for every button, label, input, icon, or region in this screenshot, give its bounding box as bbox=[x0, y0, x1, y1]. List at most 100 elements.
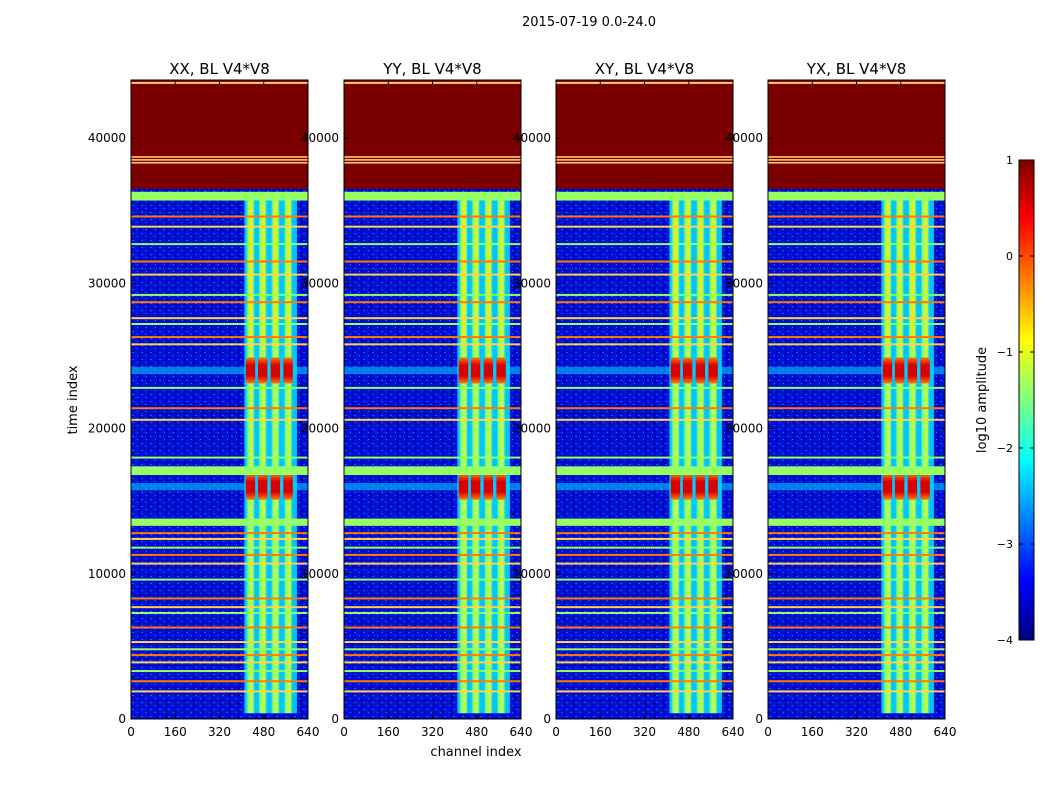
flag-band-tertiary bbox=[344, 518, 521, 526]
flag-line bbox=[768, 322, 945, 325]
flag-line bbox=[556, 273, 733, 276]
flag-line bbox=[768, 626, 945, 629]
saturated-block bbox=[556, 80, 733, 189]
colorbar-tick-label: 0 bbox=[1006, 250, 1013, 263]
flag-line bbox=[131, 273, 308, 276]
heatmap-body bbox=[768, 80, 945, 719]
y-tick-label: 40000 bbox=[513, 131, 551, 145]
flag-line bbox=[556, 317, 733, 320]
flag-line bbox=[768, 578, 945, 581]
flag-line bbox=[344, 690, 521, 693]
y-tick-label: 20000 bbox=[301, 422, 339, 436]
flag-line bbox=[344, 553, 521, 556]
flag-band-primary bbox=[344, 191, 521, 201]
flag-band-tertiary bbox=[768, 518, 945, 526]
saturated-flag-line bbox=[344, 161, 521, 164]
panel-xy: XY, BL V4*V8 0 160 320 480 640 0 10000 20000 3000… bbox=[513, 60, 745, 739]
flag-line bbox=[131, 690, 308, 693]
flag-line bbox=[768, 654, 945, 657]
strip-high-amplitude bbox=[486, 203, 491, 342]
flag-line bbox=[556, 215, 733, 218]
flag-line bbox=[768, 418, 945, 421]
colorbar: 1 0 −1 −2 −3 −4 log10 amplitude bbox=[975, 154, 1035, 647]
flag-line bbox=[344, 670, 521, 673]
flag-line bbox=[768, 690, 945, 693]
colorbar-gradient bbox=[1018, 159, 1035, 641]
flag-line bbox=[131, 322, 308, 325]
flag-line bbox=[131, 225, 308, 228]
colorbar-tick-label: −4 bbox=[997, 634, 1013, 647]
strip-high-amplitude bbox=[273, 203, 278, 342]
flag-line bbox=[131, 418, 308, 421]
heatmap-body bbox=[556, 80, 733, 719]
x-tick-label: 640 bbox=[934, 725, 957, 739]
x-tick-label: 160 bbox=[164, 725, 187, 739]
flag-line bbox=[768, 456, 945, 459]
flag-line bbox=[344, 260, 521, 263]
flag-line bbox=[344, 293, 521, 296]
flag-line bbox=[556, 243, 733, 246]
y-tick-label: 40000 bbox=[301, 131, 339, 145]
flag-line bbox=[768, 260, 945, 263]
hot-block bbox=[270, 357, 281, 384]
leakage-ribbon bbox=[131, 483, 308, 491]
panel-title: XY, BL V4*V8 bbox=[595, 60, 695, 78]
flag-line bbox=[556, 626, 733, 629]
panel-title: YX, BL V4*V8 bbox=[806, 60, 907, 78]
saturated-block bbox=[344, 80, 521, 189]
hot-block bbox=[920, 473, 930, 500]
x-tick-label: 320 bbox=[633, 725, 656, 739]
flag-band-secondary bbox=[768, 466, 945, 476]
flag-line bbox=[768, 562, 945, 565]
saturated-block bbox=[131, 80, 308, 189]
flag-line bbox=[131, 407, 308, 410]
hot-block bbox=[708, 473, 718, 500]
saturated-flag-line bbox=[556, 156, 733, 158]
flag-line bbox=[344, 456, 521, 459]
flag-line bbox=[768, 597, 945, 600]
hot-block bbox=[682, 357, 693, 384]
flag-line bbox=[131, 336, 308, 339]
y-tick-label: 0 bbox=[755, 712, 763, 726]
flag-line bbox=[344, 386, 521, 389]
flag-line bbox=[344, 654, 521, 657]
flag-line bbox=[556, 654, 733, 657]
heatmap-body bbox=[344, 80, 521, 719]
flag-line bbox=[556, 680, 733, 683]
flag-line bbox=[344, 611, 521, 614]
flag-line bbox=[131, 661, 308, 664]
flag-line bbox=[556, 456, 733, 459]
hot-block bbox=[270, 473, 281, 500]
x-tick-label: 0 bbox=[340, 725, 348, 739]
panel-yx: YX, BL V4*V8 0 160 320 480 640 0 10000 20000 3000… bbox=[725, 60, 957, 739]
figure-title: 2015-07-19 0.0-24.0 bbox=[522, 15, 656, 30]
flag-line bbox=[768, 553, 945, 556]
hot-block bbox=[670, 357, 681, 384]
leakage-ribbon bbox=[344, 483, 521, 491]
flag-line bbox=[344, 578, 521, 581]
flag-line bbox=[344, 641, 521, 644]
y-tick-label: 30000 bbox=[725, 276, 763, 290]
strip-high-amplitude bbox=[710, 203, 716, 342]
y-tick-label: 20000 bbox=[88, 422, 126, 436]
flag-line bbox=[344, 317, 521, 320]
flag-line bbox=[344, 301, 521, 304]
hot-block bbox=[496, 357, 506, 384]
flag-line bbox=[556, 418, 733, 421]
flag-line bbox=[344, 546, 521, 549]
hot-block bbox=[695, 473, 706, 500]
saturated-block bbox=[768, 80, 945, 189]
flag-line bbox=[556, 336, 733, 339]
panel-yy: YY, BL V4*V8 0 160 320 480 640 0 10000 20000 3000… bbox=[301, 60, 533, 739]
x-tick-label: 480 bbox=[889, 725, 912, 739]
panel-title: YY, BL V4*V8 bbox=[382, 60, 481, 78]
hot-block bbox=[708, 357, 718, 384]
x-tick-label: 0 bbox=[127, 725, 135, 739]
y-tick-label: 30000 bbox=[88, 276, 126, 290]
flag-band-secondary bbox=[131, 466, 308, 476]
flag-line bbox=[556, 386, 733, 389]
flag-line bbox=[768, 611, 945, 614]
saturated-flag-line bbox=[131, 161, 308, 164]
